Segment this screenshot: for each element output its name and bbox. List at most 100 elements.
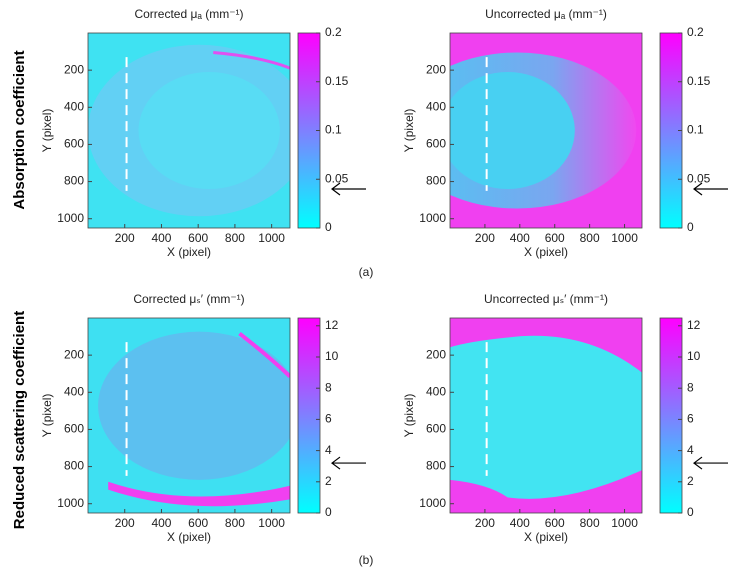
- x-tick-label: 800: [225, 516, 245, 530]
- x-tick-label: 600: [545, 516, 565, 530]
- colorbar-tick-label: 0.05: [687, 171, 711, 185]
- y-tick-label: 1000: [57, 496, 84, 510]
- y-axis-label: Y (pixel): [402, 109, 416, 153]
- chart-title: Corrected μₛ′ (mm⁻¹): [133, 292, 244, 306]
- x-tick-label: 400: [151, 516, 171, 530]
- y-tick-label: 1000: [419, 211, 446, 225]
- y-tick-label: 600: [426, 137, 446, 151]
- y-axis-label: Y (pixel): [40, 394, 54, 438]
- plot-frame: [87, 32, 291, 229]
- colorbar-tick-label: 0.2: [325, 25, 342, 39]
- colorbar-tick-label: 8: [687, 380, 694, 394]
- y-tick-label: 200: [64, 62, 84, 76]
- y-tick-label: 800: [426, 459, 446, 473]
- colorbar-tick-label: 0: [687, 220, 694, 234]
- image-streak: [213, 51, 290, 70]
- colorbar-tick-label: 12: [325, 318, 339, 332]
- colorbar: [659, 317, 683, 514]
- x-tick-label: 800: [225, 231, 245, 245]
- image-band: [108, 481, 290, 507]
- image-region: [98, 331, 290, 480]
- x-tick-label: 1000: [258, 231, 285, 245]
- x-tick-label: 600: [188, 231, 208, 245]
- colorbar-tick-label: 2: [325, 474, 332, 488]
- y-tick-label: 600: [426, 422, 446, 436]
- y-tick-label: 200: [426, 62, 446, 76]
- y-tick-label: 800: [64, 174, 84, 188]
- x-tick-label: 800: [580, 516, 600, 530]
- x-tick-label: 200: [475, 231, 495, 245]
- caption: (a): [359, 265, 374, 279]
- colorbar-tick-label: 10: [687, 349, 701, 363]
- x-tick-label: 1000: [611, 231, 638, 245]
- colorbar-tick-label: 10: [325, 349, 339, 363]
- x-tick-label: 800: [580, 231, 600, 245]
- colorbar-tick-label: 0: [687, 505, 694, 519]
- y-tick-label: 400: [426, 99, 446, 113]
- row-label: Reduced scattering coefficient: [11, 311, 28, 529]
- colorbar-tick-label: 12: [687, 318, 701, 332]
- y-axis-label: Y (pixel): [40, 109, 54, 153]
- image-band: [450, 470, 642, 513]
- heatmap: [450, 33, 642, 228]
- y-tick-label: 400: [64, 99, 84, 113]
- image-band: [450, 318, 642, 373]
- colorbar-tick-label: 4: [687, 443, 694, 457]
- arrow: [693, 456, 728, 470]
- colorbar-tick-label: 0: [325, 505, 332, 519]
- image-region: [138, 72, 280, 189]
- y-tick-label: 400: [64, 384, 84, 398]
- caption: (b): [359, 553, 374, 567]
- chart-title: Corrected μₐ (mm⁻¹): [134, 7, 243, 21]
- y-tick-label: 1000: [57, 211, 84, 225]
- heatmap: [88, 318, 290, 513]
- y-axis-label: Y (pixel): [402, 394, 416, 438]
- x-tick-label: 400: [151, 231, 171, 245]
- x-tick-label: 400: [510, 231, 530, 245]
- colorbar-tick-label: 2: [687, 474, 694, 488]
- colorbar-tick-label: 8: [325, 380, 332, 394]
- colorbar-tick-label: 0: [325, 220, 332, 234]
- colorbar-tick-label: 4: [325, 443, 332, 457]
- y-tick-label: 1000: [419, 496, 446, 510]
- x-tick-label: 600: [188, 516, 208, 530]
- colorbar-tick-label: 0.15: [325, 74, 349, 88]
- colorbar-tick-label: 0.1: [325, 123, 342, 137]
- arrow: [331, 456, 366, 470]
- plot-frame: [449, 317, 643, 514]
- chart-title: Uncorrected μₐ (mm⁻¹): [485, 7, 607, 21]
- image-region: [450, 72, 575, 189]
- x-tick-label: 1000: [258, 516, 285, 530]
- colorbar-tick-label: 0.2: [687, 25, 704, 39]
- colorbar-tick-label: 6: [325, 412, 332, 426]
- colorbar-tick-label: 0.15: [687, 74, 711, 88]
- colorbar-tick-label: 0.1: [687, 123, 704, 137]
- x-tick-label: 1000: [611, 516, 638, 530]
- x-axis-label: X (pixel): [524, 530, 568, 544]
- y-tick-label: 600: [64, 137, 84, 151]
- y-tick-label: 200: [64, 347, 84, 361]
- x-axis-label: X (pixel): [524, 245, 568, 259]
- plot-frame: [87, 317, 291, 514]
- x-tick-label: 200: [475, 516, 495, 530]
- x-tick-label: 200: [115, 231, 135, 245]
- x-tick-label: 200: [115, 516, 135, 530]
- y-tick-label: 600: [64, 422, 84, 436]
- plot-frame: [449, 32, 643, 229]
- y-tick-label: 400: [426, 384, 446, 398]
- x-tick-label: 400: [510, 516, 530, 530]
- y-tick-label: 200: [426, 347, 446, 361]
- image-band: [238, 332, 290, 378]
- x-axis-label: X (pixel): [167, 530, 211, 544]
- chart-title: Uncorrected μₛ′ (mm⁻¹): [484, 292, 608, 306]
- colorbar: [297, 317, 321, 514]
- y-tick-label: 800: [64, 459, 84, 473]
- x-tick-label: 600: [545, 231, 565, 245]
- colorbar-tick-label: 0.05: [325, 171, 349, 185]
- y-tick-label: 800: [426, 174, 446, 188]
- heatmap: [450, 318, 642, 513]
- row-label: Absorption coefficient: [11, 50, 28, 209]
- heatmap: [88, 33, 290, 228]
- x-axis-label: X (pixel): [167, 245, 211, 259]
